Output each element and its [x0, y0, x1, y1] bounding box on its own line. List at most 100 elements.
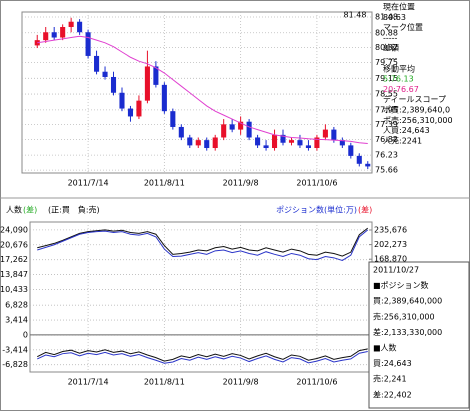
info-line: 人売:2241	[383, 135, 422, 145]
y-tick-label: -6,828	[2, 360, 28, 369]
x-tick-label: 2011/10/6	[296, 378, 337, 387]
tooltip-line: ■ポジション数	[373, 280, 429, 290]
candle-body	[119, 92, 125, 109]
moving-average	[37, 35, 368, 145]
y-tick-label: 17,262	[0, 255, 28, 264]
y-tick-label: 77.39	[375, 120, 398, 129]
info-line: ディールスコープ	[383, 94, 446, 104]
tooltip-line: 差:22,402	[373, 389, 412, 399]
candle-body	[255, 137, 261, 146]
y2-tick-label: 202,273	[374, 240, 407, 249]
candle-body	[34, 40, 40, 46]
header-left-diff: (差)	[23, 205, 37, 215]
candle-body	[238, 121, 244, 130]
y-tick-label: 80.88	[375, 28, 398, 37]
y-tick-label: 13,847	[0, 270, 28, 279]
tooltip-line: 差:2,133,330,000	[373, 327, 442, 337]
candle-body	[246, 121, 252, 138]
candle-body	[153, 66, 159, 85]
y-tick-label: 79.15	[375, 74, 398, 83]
x-tick-label: 2011/9/8	[223, 179, 259, 188]
candle-body	[322, 129, 328, 138]
y-tick-label: 81.48	[375, 12, 398, 21]
y-tick-label: 20,676	[0, 240, 28, 249]
candle-body	[178, 126, 184, 138]
x-tick-label: 2011/8/11	[144, 378, 185, 387]
candle-body	[161, 84, 167, 112]
tooltip-line: 売:256,310,000	[373, 311, 435, 321]
candle-body	[339, 140, 345, 146]
y-tick-label: 78.55	[375, 90, 398, 99]
y-tick-label: -3,414	[2, 345, 28, 354]
y-tick-label: 0	[23, 330, 28, 339]
candle-body	[127, 108, 134, 117]
candle-body	[204, 140, 210, 149]
y-tick-label: 76.82	[375, 135, 398, 144]
candle-body	[77, 21, 83, 33]
header-right: ポジション数(単位:万)	[276, 205, 357, 215]
header-left: 人数	[6, 205, 22, 215]
header-sign: (正:買 負:売)	[48, 205, 100, 215]
candle-body	[221, 124, 227, 138]
info-line: 80.63	[383, 13, 406, 22]
candle-body	[170, 111, 176, 127]
info-line: -----	[383, 33, 398, 42]
candle-body	[305, 145, 311, 149]
y-tick-label: 24,090	[0, 225, 28, 234]
info-line: 5:76.13	[383, 75, 414, 84]
candle-body	[314, 137, 320, 149]
candle-body	[187, 137, 193, 146]
candle-body	[356, 155, 362, 164]
position-plot	[29, 221, 373, 373]
candle-body	[280, 134, 286, 143]
candle-body	[94, 55, 100, 72]
candle-body	[85, 32, 91, 56]
price-plot	[21, 11, 373, 174]
tooltip-line: 買:24,643	[373, 359, 412, 368]
info-line: ポ売:256,310,000	[383, 115, 453, 125]
x-tick-label: 2011/7/14	[68, 378, 109, 387]
info-line: 20:76.67	[383, 85, 419, 94]
tooltip-line: 売:2,241	[373, 374, 407, 384]
candle-body	[60, 26, 66, 38]
y-tick-label: 75.66	[375, 166, 398, 175]
series-line	[37, 227, 369, 257]
candle-body	[136, 100, 142, 117]
info-line: ポ買:2,389,640,0	[383, 106, 450, 115]
y-tick-label: 77.95	[375, 105, 398, 114]
candle-body	[110, 76, 117, 93]
candle-body	[51, 32, 57, 38]
info-line: 移動平均	[383, 63, 415, 73]
info-line: マーク位置	[383, 22, 423, 32]
candle-body	[297, 140, 303, 146]
y2-tick-label: 235,676	[374, 226, 407, 235]
x-tick-label: 2011/8/11	[144, 179, 185, 188]
high-label: 81.48	[344, 11, 367, 20]
x-tick-label: 2011/10/6	[296, 179, 337, 188]
plots: 81.48 80.88 80.32 79.75 79.15 78.55 77.95 77.39…	[0, 12, 407, 387]
y-tick-label: 79.75	[375, 58, 398, 67]
candle-body	[212, 137, 218, 149]
tooltip-line: ■人数	[373, 343, 397, 353]
candle-body	[195, 140, 201, 146]
x-tick-label: 2011/9/8	[223, 378, 259, 387]
candle-body	[68, 21, 74, 27]
info-line: 人買:24,643	[383, 126, 430, 135]
candle-body	[331, 129, 337, 141]
candle-body	[144, 66, 150, 101]
info-line: -----	[383, 54, 398, 63]
y-tick-label: 80.32	[375, 43, 398, 52]
info-line: 差額	[383, 43, 399, 53]
y-tick-label: 6,828	[5, 301, 28, 310]
candle-body	[263, 145, 269, 149]
candle-body	[348, 145, 354, 156]
candle-body	[288, 140, 295, 143]
tooltip-line: 買:2,389,640,000	[373, 297, 442, 306]
tooltip-line: 2011/10/27	[373, 266, 419, 275]
series-line	[37, 351, 368, 364]
y-tick-label: 3,414	[5, 316, 28, 325]
header-right-diff: (差)	[358, 205, 372, 215]
info-line: 現在位置	[383, 2, 415, 12]
candle-body	[229, 124, 235, 130]
